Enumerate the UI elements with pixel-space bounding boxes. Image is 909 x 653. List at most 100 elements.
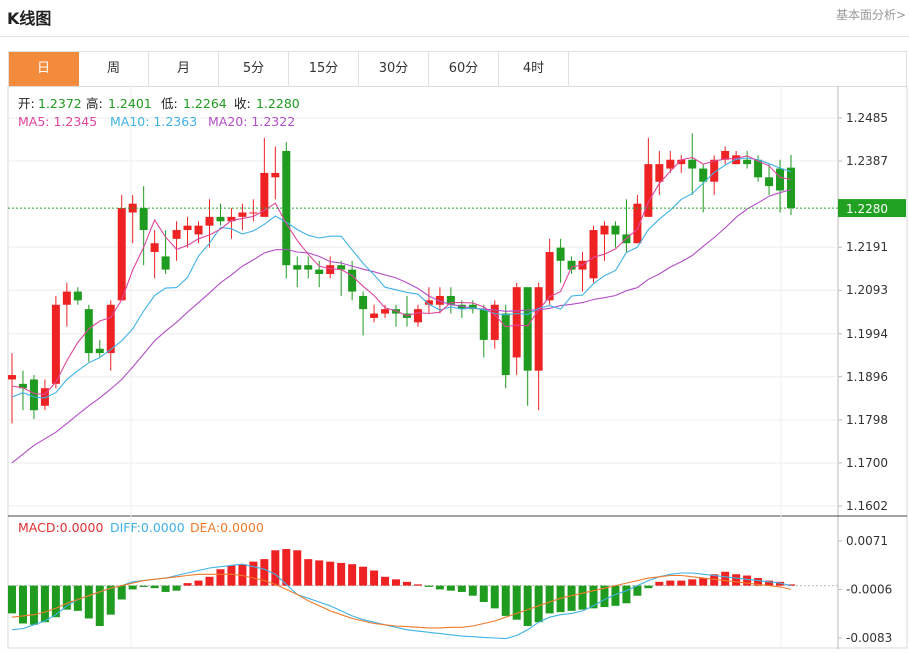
price-tick-label: 1.2485 [846, 111, 888, 125]
ohlc-value: 1.2401 [108, 96, 152, 111]
macd-bar [479, 585, 488, 603]
macd-bar [589, 585, 598, 609]
candle-body [468, 304, 477, 310]
candle-body [446, 295, 455, 305]
macd-bar [326, 561, 335, 586]
tab-30min[interactable]: 30分 [359, 52, 429, 86]
macd-bar [95, 585, 104, 627]
period-tabs: 日 周 月 5分 15分 30分 60分 4时 [8, 51, 907, 87]
tab-day[interactable]: 日 [9, 52, 79, 86]
candle-body [545, 252, 554, 301]
macd-bar [249, 561, 258, 586]
candle-body [282, 150, 291, 266]
macd-bar [194, 580, 203, 586]
price-tick-label: 1.1994 [846, 327, 888, 341]
tab-4hour[interactable]: 4时 [499, 52, 569, 86]
macd-bar [62, 585, 71, 610]
candle-body [523, 287, 532, 371]
macd-bar [721, 571, 730, 586]
price-tick-label: 1.1700 [846, 456, 888, 470]
price-tick-label: 1.1896 [846, 370, 888, 384]
dea-line [11, 573, 792, 629]
macd-bar [337, 562, 346, 586]
candle-body [205, 216, 214, 226]
candle-body [567, 260, 576, 270]
macd-bar [732, 574, 741, 586]
candle-body [381, 309, 390, 314]
ohlc-value: 1.2280 [256, 96, 300, 111]
candle-body [51, 304, 60, 384]
candle-body [216, 216, 225, 222]
macd-bar [622, 585, 631, 604]
candle-body [490, 304, 499, 340]
macd-bar [29, 585, 38, 625]
chart-area[interactable]: 1.2485 1.2387 1.2191 1.2093 1.1994 1.1896 1.17… [0, 85, 909, 649]
macd-bar [304, 559, 313, 586]
candle-body [512, 287, 521, 358]
chart-frame [7, 85, 908, 649]
macd-bar [534, 585, 543, 623]
candle-body [315, 269, 324, 274]
macd-bar [40, 585, 49, 623]
candle-body [271, 172, 280, 178]
price-tick-label: 1.2093 [846, 283, 888, 297]
macd-bar [238, 564, 247, 586]
macd-bar [392, 579, 401, 586]
candle-body [600, 225, 609, 235]
fundamental-analysis-link[interactable]: 基本面分析> [835, 8, 906, 22]
ohlc-label: 收: [234, 96, 251, 111]
macd-bar [567, 585, 576, 611]
macd-bar [216, 569, 225, 586]
tab-5min[interactable]: 5分 [219, 52, 289, 86]
candle-body [293, 265, 302, 270]
tab-60min[interactable]: 60分 [429, 52, 499, 86]
macd-bar [117, 585, 126, 600]
candle-body [73, 291, 82, 301]
macd-tick-label: -0.0083 [846, 631, 892, 645]
macd-bar [128, 585, 137, 590]
candle-body [359, 295, 368, 310]
macd-bar [677, 580, 686, 586]
tab-week[interactable]: 周 [79, 52, 149, 86]
kline-chart-svg[interactable]: 1.2485 1.2387 1.2191 1.2093 1.1994 1.1896 1.17… [0, 85, 909, 649]
ma-legend-item: MA10: 1.2363 [110, 114, 197, 129]
macd-bar [413, 584, 422, 586]
macd-bar [271, 550, 280, 586]
candle-body [260, 172, 269, 217]
macd-legend-item: DEA:0.0000 [190, 520, 264, 535]
candle-body [183, 225, 192, 231]
candle-body [249, 212, 258, 214]
macd-bar [370, 570, 379, 586]
candle-body [787, 167, 795, 209]
candle-body [710, 159, 719, 182]
price-tick-label: 1.1602 [846, 499, 888, 513]
macd-bar [545, 585, 554, 614]
ohlc-value: 1.2372 [38, 96, 82, 111]
candle-body [688, 159, 697, 169]
candle-body [8, 375, 16, 380]
macd-bar [150, 585, 159, 589]
tab-15min[interactable]: 15分 [289, 52, 359, 86]
candle-body [304, 265, 313, 270]
macd-bar [139, 585, 148, 587]
macd-bar [688, 579, 697, 586]
candle-body [117, 208, 126, 301]
candle-body [721, 150, 730, 160]
ma5-line [11, 155, 792, 395]
price-tick-label: 1.2387 [846, 154, 888, 168]
tab-month[interactable]: 月 [149, 52, 219, 86]
macd-bar [600, 585, 609, 608]
macd-bar [611, 585, 620, 606]
macd-bar [381, 576, 390, 586]
ohlc-label: 开: [18, 96, 35, 111]
macd-bar [655, 581, 664, 586]
candle-body [655, 164, 664, 182]
macd-bar [446, 585, 455, 591]
candle-body [699, 168, 708, 182]
candle-body [776, 168, 785, 191]
macd-bar [18, 585, 27, 624]
macd-bar [183, 583, 192, 586]
macd-bar [73, 585, 82, 611]
candle-body [501, 313, 510, 376]
macd-bar [435, 585, 444, 590]
